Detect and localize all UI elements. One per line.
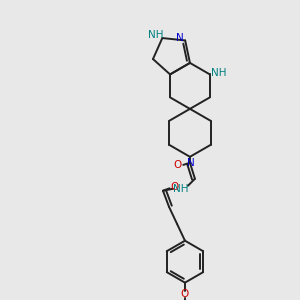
Text: O: O xyxy=(170,182,178,191)
Text: NH: NH xyxy=(173,184,189,194)
Text: NH: NH xyxy=(211,68,226,78)
Text: NH: NH xyxy=(148,30,163,40)
Text: O: O xyxy=(181,289,189,298)
Text: O: O xyxy=(173,160,181,170)
Text: N: N xyxy=(187,158,195,168)
Text: N: N xyxy=(176,34,184,44)
